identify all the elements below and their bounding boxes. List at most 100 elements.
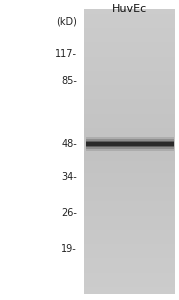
Bar: [84, 180, 175, 182]
Text: 117-: 117-: [55, 49, 77, 59]
Bar: [84, 265, 175, 268]
Bar: [84, 87, 175, 90]
Bar: [84, 286, 175, 289]
Bar: [84, 177, 175, 180]
Bar: [84, 94, 175, 97]
Bar: [84, 168, 175, 170]
Bar: [84, 144, 175, 147]
Bar: [84, 97, 175, 99]
Bar: [84, 242, 175, 244]
Bar: [84, 149, 175, 152]
Bar: [84, 291, 175, 294]
Bar: [84, 116, 175, 118]
Bar: [84, 85, 175, 87]
Bar: [84, 230, 175, 232]
Bar: [84, 165, 175, 168]
Bar: [84, 9, 175, 11]
Bar: [84, 37, 175, 40]
Bar: [84, 260, 175, 263]
Bar: [84, 201, 175, 204]
Bar: [84, 277, 175, 280]
Bar: [84, 161, 175, 164]
Bar: [84, 35, 175, 38]
Bar: [84, 68, 175, 71]
Bar: [84, 268, 175, 270]
Text: 48-: 48-: [61, 139, 77, 149]
Bar: [84, 137, 175, 140]
Bar: [84, 104, 175, 106]
Bar: [84, 163, 175, 166]
Bar: [84, 151, 175, 154]
Bar: [84, 23, 175, 26]
Bar: [84, 118, 175, 121]
Bar: [84, 21, 175, 23]
Bar: [84, 113, 175, 116]
Bar: [84, 213, 175, 216]
Bar: [84, 70, 175, 73]
Bar: [84, 132, 175, 135]
Bar: [84, 237, 175, 239]
Bar: [84, 208, 175, 211]
Bar: [84, 111, 175, 113]
Bar: [84, 58, 175, 61]
Bar: [84, 284, 175, 287]
Bar: [84, 92, 175, 94]
Bar: [84, 61, 175, 64]
Bar: [84, 194, 175, 196]
Bar: [84, 80, 175, 83]
Bar: [84, 78, 175, 80]
Bar: [84, 123, 175, 125]
Bar: [84, 225, 175, 227]
Bar: [84, 175, 175, 178]
Bar: [84, 232, 175, 235]
Bar: [84, 54, 175, 56]
Bar: [84, 32, 175, 35]
Bar: [84, 44, 175, 47]
Bar: [84, 154, 175, 156]
Bar: [84, 246, 175, 249]
Bar: [84, 272, 175, 275]
Bar: [84, 139, 175, 142]
Bar: [84, 199, 175, 201]
Bar: [84, 25, 175, 28]
Bar: [84, 227, 175, 230]
Bar: [84, 249, 175, 251]
Bar: [84, 192, 175, 194]
Bar: [84, 101, 175, 104]
Bar: [84, 51, 175, 54]
Bar: [84, 196, 175, 199]
Bar: [84, 128, 175, 130]
Bar: [84, 11, 175, 14]
Bar: [84, 184, 175, 187]
Bar: [84, 263, 175, 266]
Bar: [84, 120, 175, 123]
Text: 34-: 34-: [61, 172, 77, 182]
Bar: [84, 203, 175, 206]
Bar: [84, 206, 175, 208]
Bar: [84, 18, 175, 21]
Text: (kD): (kD): [56, 16, 77, 26]
Bar: [84, 218, 175, 220]
Bar: [86, 139, 174, 149]
Bar: [84, 146, 175, 149]
Bar: [84, 270, 175, 273]
Bar: [84, 172, 175, 175]
Bar: [84, 158, 175, 161]
Bar: [84, 47, 175, 50]
Bar: [84, 275, 175, 278]
Text: 85-: 85-: [61, 76, 77, 86]
Bar: [84, 28, 175, 30]
Bar: [84, 142, 175, 144]
Bar: [84, 156, 175, 159]
Bar: [84, 239, 175, 242]
Bar: [84, 14, 175, 16]
Bar: [86, 136, 174, 151]
Bar: [84, 222, 175, 225]
Bar: [84, 253, 175, 256]
Bar: [84, 63, 175, 66]
Bar: [84, 170, 175, 173]
Bar: [84, 258, 175, 261]
Bar: [84, 99, 175, 102]
Bar: [84, 182, 175, 185]
Bar: [84, 135, 175, 137]
